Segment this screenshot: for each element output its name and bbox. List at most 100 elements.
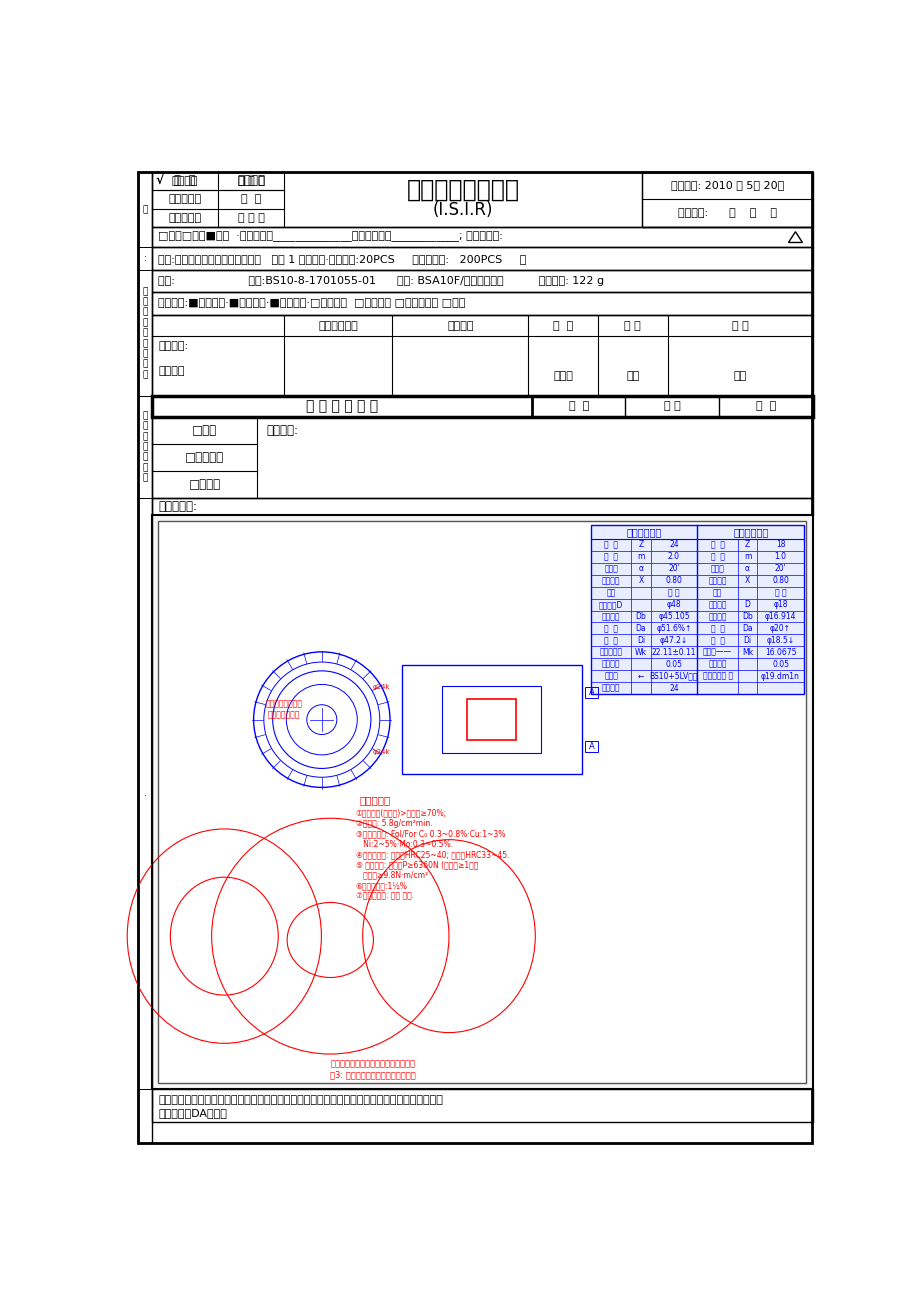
Text: 内花键参数表: 内花键参数表 xyxy=(732,527,767,536)
Text: Z: Z xyxy=(638,540,643,549)
Text: ⑤ 扭转载荷: 最破坏P≥6360N (外花键≥1万次: ⑤ 扭转载荷: 最破坏P≥6360N (外花键≥1万次 xyxy=(356,861,478,870)
Text: 公法线长度: 公法线长度 xyxy=(599,648,622,656)
Text: φ48: φ48 xyxy=(666,600,681,609)
Text: 样品种类: 样品种类 xyxy=(237,174,265,187)
Text: √: √ xyxy=(155,174,164,187)
Bar xyxy=(158,521,805,1083)
Text: 审  核: 审 核 xyxy=(552,320,573,331)
Text: 24: 24 xyxy=(668,684,678,693)
Text: 0.05: 0.05 xyxy=(771,660,789,669)
Text: 审  核: 审 核 xyxy=(568,401,588,411)
Text: m: m xyxy=(637,552,644,561)
Text: 0.80: 0.80 xyxy=(664,577,682,585)
Text: Z: Z xyxy=(744,540,749,549)
Text: 设计变更件: 设计变更件 xyxy=(168,194,201,204)
Text: 综合公差: 综合公差 xyxy=(708,660,726,669)
Text: α: α xyxy=(744,564,749,573)
Text: Di: Di xyxy=(636,635,644,644)
Text: 报告内容:■尺寸检验·■材质报告·■性能试验·□耐久试验  □统计资料 □外观件报告 □其它: 报告内容:■尺寸检验·■材质报告·■性能试验·□耐久试验 □统计资料 □外观件报… xyxy=(158,298,465,309)
Text: ①、基准面(失圆度)>基圆度≥70%;: ①、基准面(失圆度)>基圆度≥70%; xyxy=(356,809,447,818)
Bar xyxy=(152,315,811,396)
Text: Mk: Mk xyxy=(741,648,753,656)
Text: 新开发件: 新开发件 xyxy=(172,176,199,186)
Bar xyxy=(152,172,811,227)
Text: α: α xyxy=(638,564,642,573)
Bar xyxy=(584,741,597,753)
Text: 技术要求：: 技术要求： xyxy=(359,796,391,806)
Text: Db: Db xyxy=(742,612,752,621)
Bar xyxy=(152,516,811,1090)
Text: BS10+5LV电控: BS10+5LV电控 xyxy=(649,672,698,681)
Bar xyxy=(152,417,811,499)
Text: 校 对: 校 对 xyxy=(624,320,641,331)
Text: 送检日期: 2010 年 5月 20日: 送检日期: 2010 年 5月 20日 xyxy=(670,181,783,190)
Text: 海底配对件 一: 海底配对件 一 xyxy=(702,672,732,681)
Text: 0.80: 0.80 xyxy=(771,577,789,585)
Text: ④、表面硬度: 热处理HRC25~40; 台阶面HRC33~45.: ④、表面硬度: 热处理HRC25~40; 台阶面HRC33~45. xyxy=(356,850,509,859)
Text: .: . xyxy=(143,789,146,798)
Text: 小  径: 小 径 xyxy=(604,635,618,644)
Bar xyxy=(152,247,811,271)
Text: 模  数: 模 数 xyxy=(604,552,618,561)
Bar xyxy=(590,525,803,694)
Text: 齿  数: 齿 数 xyxy=(709,540,724,549)
Text: 校 对: 校 对 xyxy=(664,401,680,411)
Text: 标 齿: 标 齿 xyxy=(774,589,786,598)
Text: φ47.2↓: φ47.2↓ xyxy=(659,635,687,644)
Bar xyxy=(402,665,581,773)
Text: 工程变更件: 工程变更件 xyxy=(168,212,201,223)
Text: 新品送样: 新品送样 xyxy=(158,366,185,376)
Text: X: X xyxy=(638,577,643,585)
Text: 区  分: 区 分 xyxy=(175,174,196,187)
Text: 判定日期:      年    月    日: 判定日期: 年 月 日 xyxy=(677,208,776,219)
Bar xyxy=(152,271,811,292)
Bar xyxy=(641,172,811,227)
Text: 判定内容:: 判定内容: xyxy=(266,424,298,437)
Text: 游建军: 游建军 xyxy=(552,371,573,381)
Bar xyxy=(152,396,811,417)
Text: (I.S.I.R): (I.S.I.R) xyxy=(432,202,493,220)
Text: 公法线——: 公法线—— xyxy=(702,648,732,656)
Text: 小  径: 小 径 xyxy=(709,635,724,644)
Text: 变位系数: 变位系数 xyxy=(708,577,726,585)
Text: 送审理由:: 送审理由: xyxy=(158,341,188,350)
Text: 分度圆径D: 分度圆径D xyxy=(598,600,622,609)
Text: 变位系数: 变位系数 xyxy=(601,577,619,585)
Text: 齿型: 齿型 xyxy=(712,589,721,598)
Text: 简图及说明:: 简图及说明: xyxy=(158,500,198,513)
Text: 16.0675: 16.0675 xyxy=(764,648,796,656)
Text: 使用材料: 使用材料 xyxy=(447,320,473,331)
Text: 油槽中心为内花键
齿顶圆中心重合: 油槽中心为内花键 齿顶圆中心重合 xyxy=(266,699,302,719)
Text: 配对件: 配对件 xyxy=(604,672,618,681)
Text: D: D xyxy=(743,600,750,609)
Text: 杨建: 杨建 xyxy=(626,371,639,381)
Text: φ20↑: φ20↑ xyxy=(769,624,790,633)
Text: Wk: Wk xyxy=(634,648,646,656)
Bar xyxy=(442,686,540,754)
Text: 20': 20' xyxy=(774,564,786,573)
Text: 分度圆径: 分度圆径 xyxy=(708,600,726,609)
Text: 基圆直径: 基圆直径 xyxy=(601,612,619,621)
Text: φ24k: φ24k xyxy=(372,684,390,690)
Text: 半 成 品: 半 成 品 xyxy=(237,176,264,186)
Text: φ16.914: φ16.914 xyxy=(764,612,796,621)
Text: :: : xyxy=(143,254,146,263)
Bar xyxy=(138,172,152,1143)
Text: □不合格: □不合格 xyxy=(188,478,221,491)
Text: 0.05: 0.05 xyxy=(664,660,682,669)
Text: φ51.6%↑: φ51.6%↑ xyxy=(655,624,691,633)
Text: ←: ← xyxy=(637,672,643,681)
Text: φ18.5↓: φ18.5↓ xyxy=(766,635,794,644)
Text: Da: Da xyxy=(742,624,752,633)
Text: Ni:2~5%·Mo:0.3~0.5%.: Ni:2~5%·Mo:0.3~0.5%. xyxy=(356,840,452,849)
Text: m: m xyxy=(743,552,751,561)
Text: 18: 18 xyxy=(775,540,785,549)
Text: ⑥、精度等级:1½%: ⑥、精度等级:1½% xyxy=(356,881,407,891)
Text: 粗
线
框
内
由
东
安
填
写: 粗 线 框 内 由 东 安 填 写 xyxy=(142,286,148,379)
Text: 检查齿数: 检查齿数 xyxy=(601,684,619,693)
Text: 样件标识方法: 样件标识方法 xyxy=(318,320,357,331)
Text: 粗线框内由DA填写。: 粗线框内由DA填写。 xyxy=(158,1108,227,1117)
Text: A: A xyxy=(588,742,594,751)
Text: 供方:重庆市星枢齿轮有限责任公司   （第 1 次送样）·样品数量:20PCS     试生产产量:   200PCS     。: 供方:重庆市星枢齿轮有限责任公司 （第 1 次送样）·样品数量:20PCS 试生… xyxy=(158,254,527,263)
Text: X: X xyxy=(744,577,749,585)
